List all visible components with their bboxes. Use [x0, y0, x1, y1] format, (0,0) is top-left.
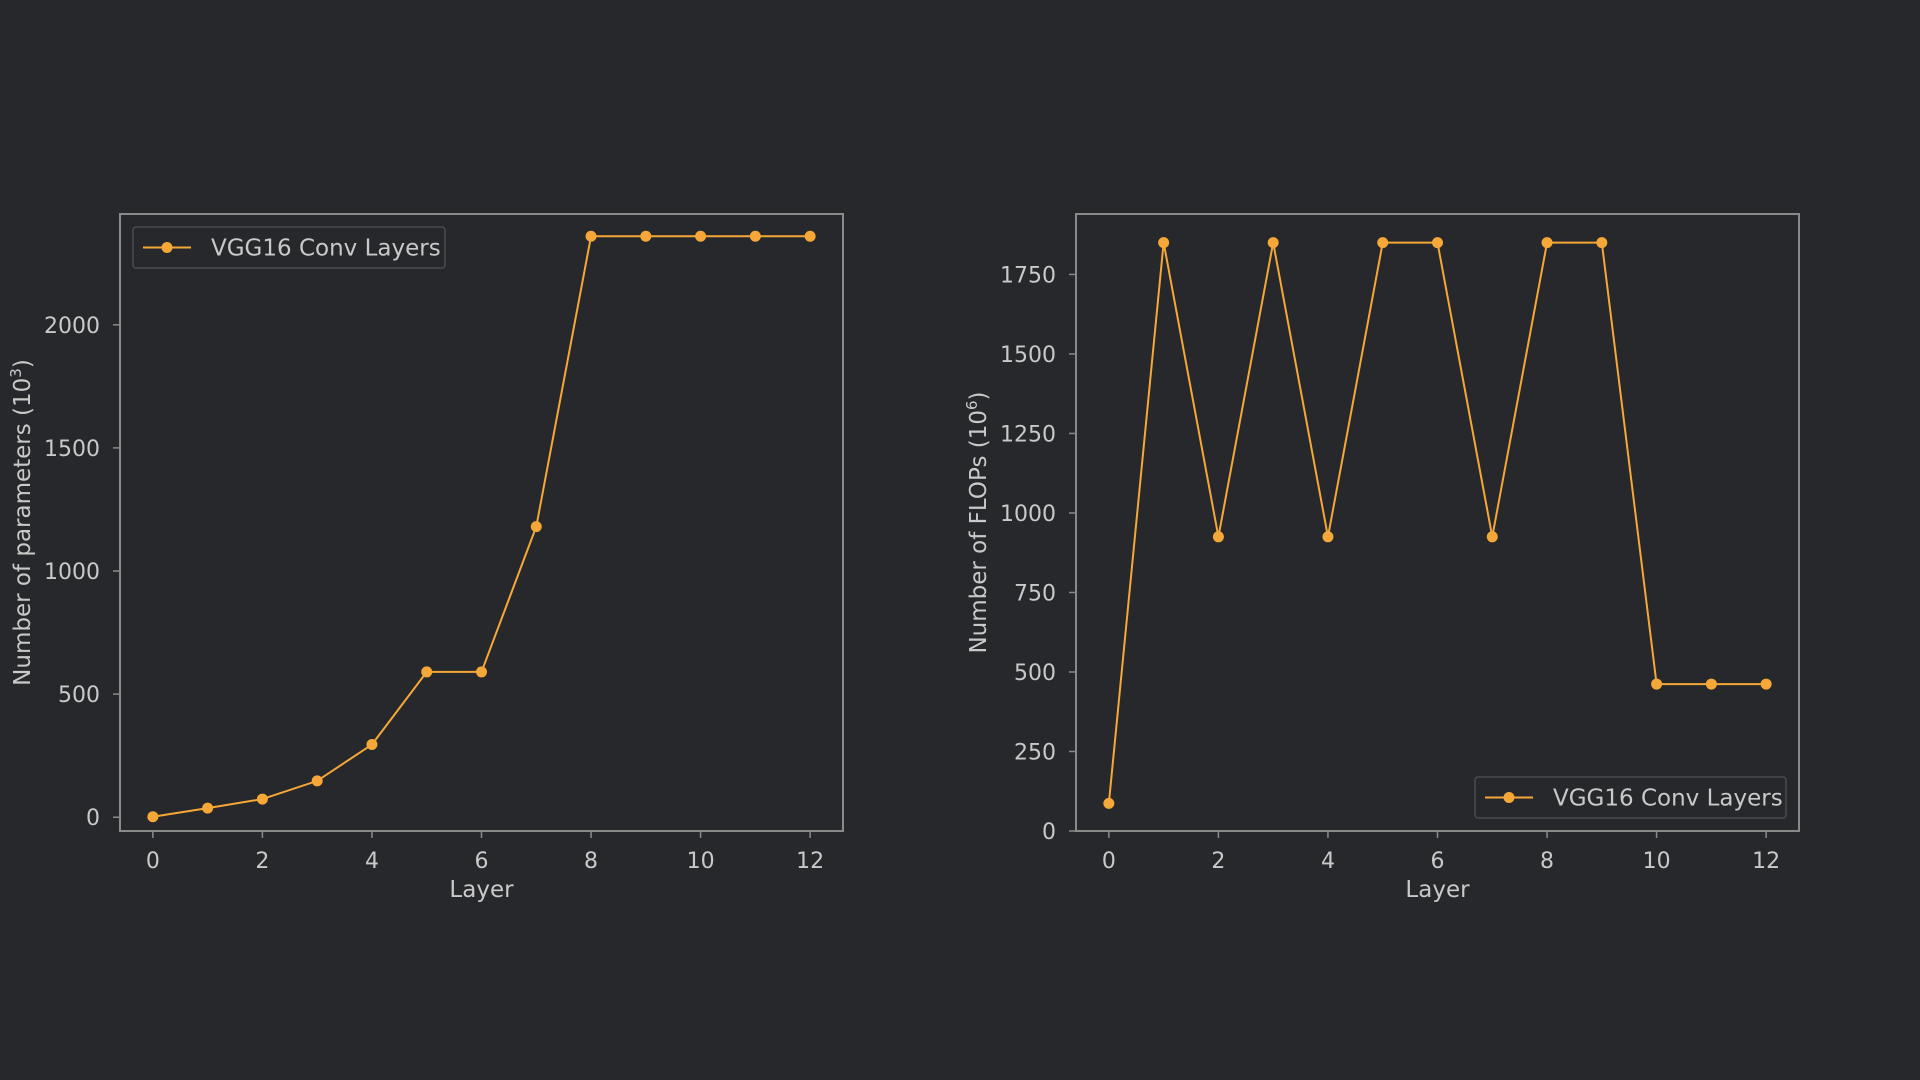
y-axis-label-base: Number of FLOPs (10: [966, 410, 992, 654]
x-tick-label: 6: [475, 849, 489, 874]
data-point: [749, 230, 761, 242]
y-tick-label: 1750: [1000, 263, 1056, 288]
legend-entry: VGG16 Conv Layers: [1553, 786, 1783, 812]
data-point: [1377, 237, 1389, 249]
y-tick-label: 1500: [1000, 343, 1056, 368]
flops-chart-marks: 0 2 4 6 8 10 12 0 250 500 750 1000 1250 1500 1750: [1000, 213, 1800, 874]
legend-box: [132, 226, 446, 269]
y-axis-label: Number of FLOPs (106): [963, 391, 992, 653]
y-axis-label-suffix: ): [966, 391, 992, 400]
y-tick-label: 1000: [1000, 502, 1056, 527]
flops-chart: 0 2 4 6 8 10 12 0 250 500 750 1000 1250 1500 1750 VGG1…: [963, 213, 1800, 903]
x-tick-label: 8: [1540, 849, 1554, 874]
data-point: [366, 739, 378, 751]
y-axis-label-exponent: 6: [963, 400, 981, 410]
data-point: [1596, 237, 1608, 249]
x-tick-label: 12: [796, 849, 824, 874]
y-tick-label: 250: [1014, 740, 1056, 765]
y-axis-label: Number of parameters (103): [7, 359, 36, 686]
data-point: [695, 230, 707, 242]
y-tick-label: 1000: [44, 560, 100, 585]
legend-marker: [161, 242, 173, 253]
x-tick-label: 8: [584, 849, 598, 874]
y-tick-label: 0: [1042, 820, 1056, 845]
data-point: [1705, 678, 1717, 690]
x-tick-label: 10: [1643, 849, 1671, 874]
data-point: [1541, 237, 1553, 249]
data-point: [1322, 531, 1334, 543]
data-point: [147, 811, 159, 823]
x-tick-label: 10: [687, 849, 715, 874]
y-tick-label: 1250: [1000, 422, 1056, 447]
legend-box: [1474, 776, 1787, 819]
x-tick-label: 12: [1752, 849, 1780, 874]
y-axis-label-exponent: 3: [7, 368, 25, 378]
data-point: [476, 666, 487, 678]
data-point: [421, 666, 433, 678]
y-tick-label: 2000: [44, 314, 100, 339]
data-point: [1486, 531, 1498, 543]
parameters-chart-marks: 0 2 4 6 8 10 12 0 500 1000 1500 2000: [44, 213, 844, 874]
y-tick-label: 0: [86, 806, 100, 831]
data-point: [1158, 237, 1170, 249]
data-point: [1267, 237, 1279, 249]
y-axis-label-base: Number of parameters (10: [10, 378, 36, 686]
x-axis-label: Layer: [1405, 877, 1470, 903]
legend-marker: [1503, 792, 1515, 803]
y-tick-label: 1500: [44, 437, 100, 462]
data-point: [585, 230, 597, 242]
x-tick-label: 6: [1431, 849, 1445, 874]
x-tick-label: 4: [1321, 849, 1335, 874]
data-point: [256, 793, 268, 805]
y-axis-label-suffix: ): [10, 359, 36, 368]
data-point: [1651, 678, 1663, 690]
x-tick-label: 2: [255, 849, 269, 874]
data-point: [1432, 237, 1443, 249]
data-point: [1103, 797, 1115, 809]
x-axis-label: Layer: [449, 877, 514, 903]
x-tick-label: 0: [146, 849, 160, 874]
flops-chart-legend: VGG16 Conv Layers: [1474, 776, 1787, 819]
legend-entry: VGG16 Conv Layers: [211, 236, 441, 262]
y-tick-label: 500: [1014, 661, 1056, 686]
data-point: [1212, 531, 1224, 543]
data-point: [311, 775, 323, 787]
y-tick-label: 500: [58, 683, 100, 708]
parameters-chart: 0 2 4 6 8 10 12 0 500 1000 1500 2000 VGG16 Conv Lay…: [7, 213, 844, 903]
y-tick-label: 750: [1014, 581, 1056, 606]
x-tick-label: 4: [365, 849, 379, 874]
parameters-chart-legend: VGG16 Conv Layers: [132, 226, 446, 269]
data-point: [1760, 678, 1772, 690]
x-tick-label: 0: [1102, 849, 1116, 874]
data-point: [804, 230, 816, 242]
data-point: [640, 230, 652, 242]
data-point: [530, 521, 542, 533]
data-point: [202, 802, 214, 814]
x-tick-label: 2: [1211, 849, 1225, 874]
